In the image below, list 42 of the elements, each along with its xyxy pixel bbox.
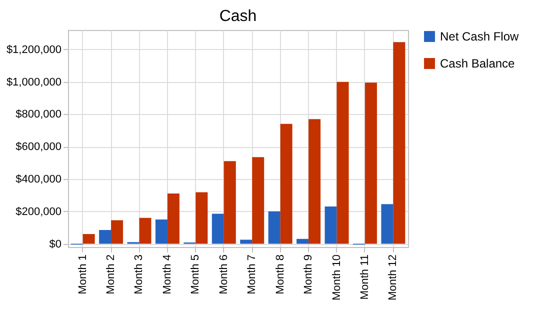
x-tick-label: Month 5 — [190, 254, 202, 294]
y-tick-label: $1,200,000 — [6, 44, 62, 56]
bar — [212, 214, 224, 244]
bar — [111, 220, 124, 244]
x-tick-label: Month 3 — [133, 254, 146, 294]
x-tick-label: Month 10 — [330, 254, 343, 300]
x-tick-label: Month 2 — [105, 254, 118, 294]
legend-label: Cash Balance — [440, 56, 516, 70]
bar — [224, 161, 236, 244]
bar — [280, 124, 292, 244]
y-tick-label: $0 — [49, 238, 62, 250]
x-tick-label: Month 9 — [302, 254, 315, 294]
y-tick-label: $600,000 — [16, 141, 62, 154]
chart-title: Cash — [219, 8, 257, 25]
bar — [268, 211, 280, 244]
bar — [196, 192, 208, 244]
y-tick-label: $800,000 — [16, 108, 62, 121]
bar — [324, 206, 337, 244]
bar — [393, 42, 406, 244]
x-tick-label: Month 6 — [218, 254, 230, 294]
bar — [82, 234, 95, 244]
x-tick-label: Month 4 — [161, 254, 174, 294]
bar — [252, 157, 264, 244]
bar — [167, 194, 180, 244]
y-tick-label: $1,000,000 — [6, 76, 62, 88]
bar — [296, 238, 309, 244]
bar — [308, 119, 321, 244]
bar — [336, 82, 349, 244]
x-tick-label: Month 12 — [387, 254, 400, 300]
x-tick-label: Month 11 — [358, 254, 371, 300]
y-tick-label: $200,000 — [16, 206, 62, 218]
x-tick-label: Month 8 — [274, 254, 286, 294]
x-tick-label: Month 7 — [246, 254, 258, 294]
legend-label: Net Cash Flow — [440, 30, 520, 44]
bar — [381, 204, 394, 244]
bar — [240, 240, 252, 244]
bar — [364, 82, 377, 244]
x-tick-label: Month 1 — [76, 254, 89, 294]
bar — [139, 218, 152, 244]
bar — [155, 219, 168, 244]
bar — [99, 230, 112, 244]
y-tick-label: $400,000 — [16, 173, 62, 186]
